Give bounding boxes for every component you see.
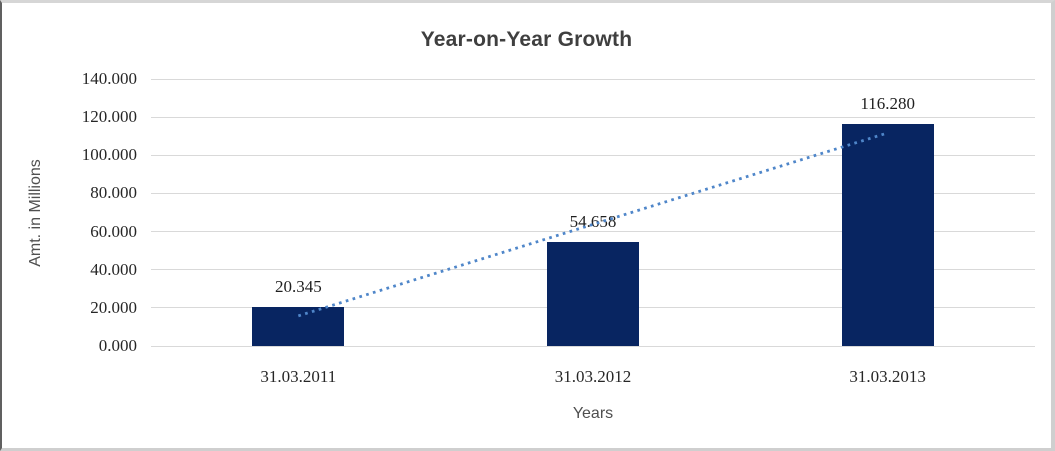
y-tick-label: 140.000	[81, 69, 137, 88]
y-tick-label: 0.000	[98, 336, 137, 355]
trendline	[297, 131, 889, 318]
y-tick-label: 100.000	[81, 145, 137, 165]
gridline	[151, 345, 1035, 347]
y-tick-label: 80.000	[90, 183, 137, 203]
trendline-layer	[297, 131, 889, 318]
y-axis-title-text: Amt. in Millions	[27, 158, 45, 267]
bar-series-1	[252, 307, 345, 346]
gridline	[151, 78, 1035, 80]
y-tick-label: 60.000	[90, 221, 137, 241]
x-tick-label: 31.03.2011	[260, 367, 337, 386]
x-axis-title: Years	[572, 405, 614, 422]
plot-area: 20.345 54.658 116.280	[151, 78, 1035, 347]
gridline	[151, 231, 1035, 233]
gridline	[151, 192, 1035, 194]
y-tick-label: 40.000	[90, 259, 137, 279]
gridline	[151, 154, 1035, 156]
data-label: 54.658	[569, 211, 617, 231]
bar-series-3	[841, 124, 934, 346]
data-label: 116.280	[860, 94, 915, 114]
bar-series-2	[547, 241, 639, 346]
gridline	[151, 116, 1035, 118]
chart-title: Year-on-Year Growth	[420, 28, 633, 51]
data-label: 20.345	[274, 277, 322, 297]
x-tick-label: 31.03.2013	[849, 367, 926, 386]
y-tick-label: 120.000	[81, 107, 137, 127]
x-tick-label: 31.03.2012	[554, 367, 632, 386]
y-tick-label: 20.000	[90, 297, 137, 317]
